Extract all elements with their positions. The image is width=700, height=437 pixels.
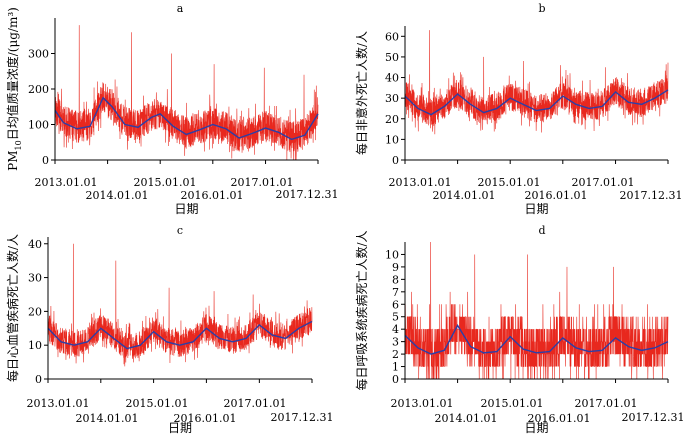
x-tick-label: 2014.01.01 — [86, 189, 149, 202]
y-tick-label: 3 — [392, 336, 399, 349]
y-axis-label: 每日非意外死亡人数/人 — [354, 31, 369, 155]
y-tick-label: 60 — [385, 30, 399, 43]
x-tick-label: 2016.01.01 — [525, 189, 588, 202]
y-tick-label: 10 — [28, 339, 42, 352]
smoothed-trend-line — [404, 324, 669, 355]
y-axis-label: 每日呼吸系统疾病死亡人数/人 — [354, 230, 369, 390]
panel-b: b 0 10 20 30 40 50 60 2013.01.012014.01.012015.0… — [354, 2, 682, 216]
x-tick-label: 2015.01.01 — [126, 397, 189, 410]
panel-letter: c — [177, 224, 183, 237]
y-tick-label: 7 — [392, 286, 399, 299]
panel-c: c 0 10 20 30 40 2013.01.01 2014.01.01 2015.01.01… — [5, 224, 333, 435]
x-tick-label: 2016.01.01 — [174, 412, 237, 425]
x-tick-label: 2016.01.01 — [528, 412, 591, 425]
y-tick-label: 40 — [385, 72, 399, 85]
y-tick-label: 9 — [392, 261, 399, 274]
x-axis-label: 日期 — [168, 421, 192, 435]
y-tick-label: 8 — [392, 273, 399, 286]
y-tick-label: 1 — [392, 361, 399, 374]
raw-daily-series — [404, 241, 669, 380]
y-tick-label: 0 — [392, 154, 399, 167]
y-tick-label: 100 — [28, 119, 49, 132]
y-tick-label: 4 — [392, 323, 399, 336]
x-tick-label: 2015.01.01 — [481, 397, 544, 410]
y-tick-label: 50 — [385, 51, 399, 64]
x-tick-label: 2017.01.01 — [224, 397, 287, 410]
y-tick-label: 40 — [28, 238, 42, 251]
x-tick-label: 2017.01.01 — [572, 176, 635, 189]
y-tick-label: 0 — [35, 373, 42, 386]
x-axis-label: 日期 — [524, 421, 548, 435]
x-tick-label: 2015.01.01 — [478, 176, 541, 189]
y-tick-label: 0 — [392, 373, 399, 386]
y-tick-label: 200 — [28, 83, 49, 96]
x-tick-label: 2013.01.01 — [391, 397, 454, 410]
x-tick-label: 2017.01.01 — [575, 397, 638, 410]
y-tick-label: 20 — [385, 113, 399, 126]
panel-a: a 0 100 200 300 2013.01.012014.01.012015.01.0… — [5, 2, 338, 216]
y-tick-label: 10 — [385, 133, 399, 146]
y-tick-label: 5 — [392, 311, 399, 324]
y-tick-label: 30 — [28, 272, 42, 285]
panel-letter: b — [538, 2, 545, 15]
y-tick-label: 10 — [385, 248, 399, 261]
y-tick-label: 0 — [42, 154, 49, 167]
x-axis-label: 日期 — [174, 202, 198, 216]
y-tick-label: 30 — [385, 92, 399, 105]
raw-daily-series — [404, 30, 669, 135]
x-tick-label: 2014.01.01 — [435, 412, 498, 425]
smoothed-trend-line — [47, 320, 313, 350]
y-tick-label: 6 — [392, 298, 399, 311]
x-tick-label: 2015.01.01 — [134, 176, 197, 189]
smoothed-trend-line — [54, 96, 319, 141]
x-tick-label: 2017.01.01 — [231, 176, 294, 189]
raw-daily-series — [54, 25, 319, 161]
x-tick-label: 2017.12.31 — [622, 411, 685, 424]
x-tick-label: 2014.01.01 — [76, 412, 139, 425]
panel-letter: a — [177, 2, 184, 15]
x-tick-label: 2017.12.31 — [271, 411, 334, 424]
x-axis-label: 日期 — [524, 202, 548, 216]
x-tick-label: 2013.01.01 — [27, 397, 90, 410]
x-tick-label: 2017.12.31 — [276, 188, 339, 201]
y-tick-label: 2 — [392, 348, 399, 361]
x-tick-label: 2013.01.01 — [389, 176, 452, 189]
y-axis-label: PM10日均值质量浓度/(μg/m³) — [5, 7, 23, 171]
smoothed-trend-line — [404, 89, 669, 116]
x-tick-label: 2016.01.01 — [181, 189, 244, 202]
raw-daily-series — [47, 243, 313, 367]
panel-letter: d — [538, 224, 545, 237]
x-tick-label: 2014.01.01 — [433, 189, 496, 202]
x-tick-label: 2013.01.01 — [35, 176, 98, 189]
y-axis-label: 每日心血管疾病死亡人数/人 — [5, 234, 20, 382]
y-tick-label: 20 — [28, 305, 42, 318]
y-tick-label: 300 — [28, 48, 49, 61]
x-tick-label: 2017.12.31 — [620, 189, 683, 202]
